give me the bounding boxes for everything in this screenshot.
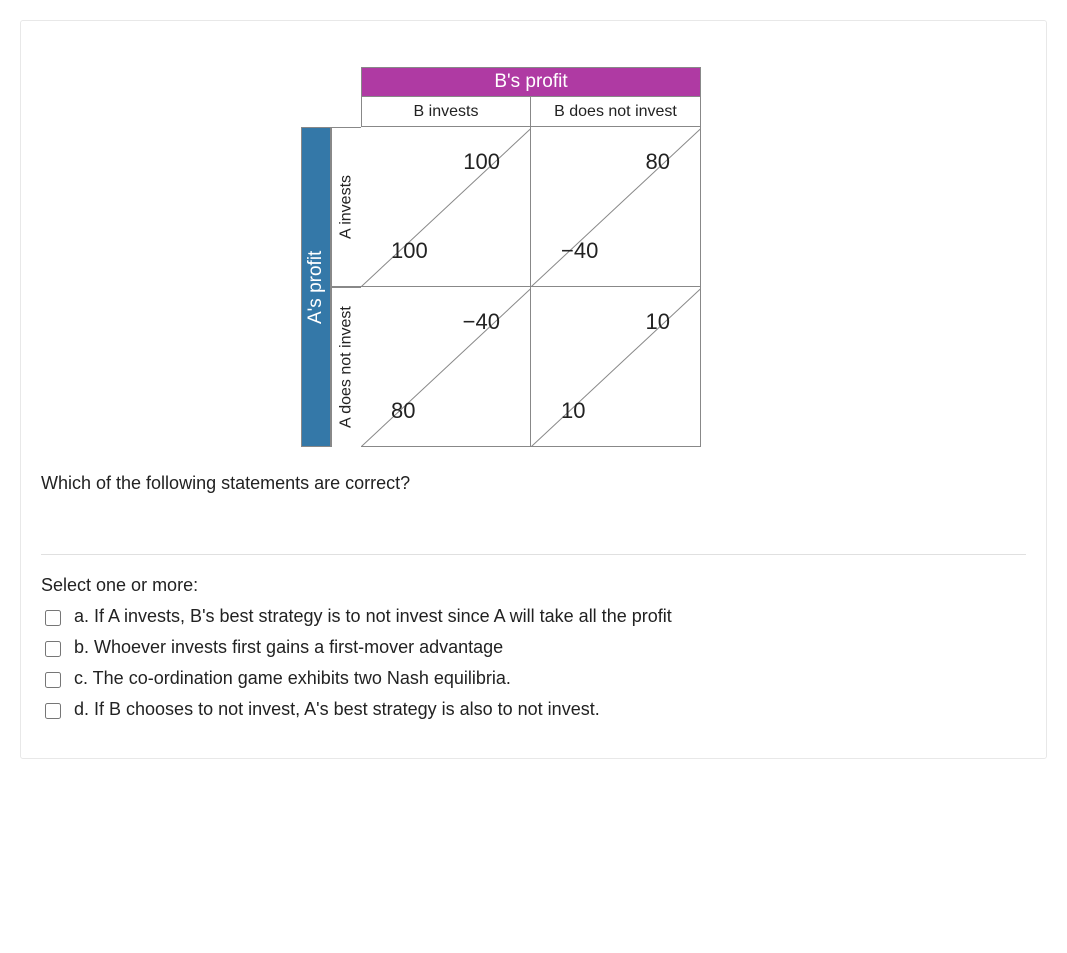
b-profit-header: B's profit (361, 67, 701, 97)
payoff-a-value: 80 (391, 398, 415, 424)
payoff-b-value: −40 (463, 309, 500, 335)
payoff-matrix-wrapper: B's profit B invests B does not invest A… (301, 67, 1026, 447)
diagonal-line (361, 127, 531, 287)
payoff-matrix: B's profit B invests B does not invest A… (301, 67, 701, 447)
option-a-checkbox[interactable] (45, 610, 61, 626)
question-text: Which of the following statements are co… (41, 473, 1026, 494)
b-invests-column-header: B invests (361, 97, 531, 127)
select-prompt: Select one or more: (41, 575, 1026, 596)
payoff-b-value: 100 (463, 149, 500, 175)
payoff-a-value: 10 (561, 398, 585, 424)
payoff-cell-a-invests-b-invests: 100 100 (361, 127, 531, 287)
option-d[interactable]: d. If B chooses to not invest, A's best … (41, 699, 1026, 722)
option-a-label: a. If A invests, B's best strategy is to… (74, 606, 672, 627)
question-container: B's profit B invests B does not invest A… (20, 20, 1047, 759)
payoff-cell-a-not-b-invests: −40 80 (361, 287, 531, 447)
option-c[interactable]: c. The co-ordination game exhibits two N… (41, 668, 1026, 691)
option-d-checkbox[interactable] (45, 703, 61, 719)
option-b-label: b. Whoever invests first gains a first-m… (74, 637, 503, 658)
option-b-checkbox[interactable] (45, 641, 61, 657)
option-c-checkbox[interactable] (45, 672, 61, 688)
payoff-b-value: 80 (646, 149, 670, 175)
diagonal-line (361, 287, 531, 447)
payoff-cell-a-invests-b-not: 80 −40 (531, 127, 701, 287)
payoff-a-value: −40 (561, 238, 598, 264)
option-c-label: c. The co-ordination game exhibits two N… (74, 668, 511, 689)
payoff-cell-a-not-b-not: 10 10 (531, 287, 701, 447)
option-d-label: d. If B chooses to not invest, A's best … (74, 699, 600, 720)
b-not-invest-column-header: B does not invest (531, 97, 701, 127)
payoff-a-value: 100 (391, 238, 428, 264)
payoff-b-value: 10 (646, 309, 670, 335)
diagonal-line (531, 127, 701, 287)
section-divider (41, 554, 1026, 555)
a-profit-header: A's profit (301, 127, 331, 447)
diagonal-line (531, 287, 701, 447)
a-not-invest-row-header: A does not invest (331, 287, 361, 447)
option-b[interactable]: b. Whoever invests first gains a first-m… (41, 637, 1026, 660)
option-a[interactable]: a. If A invests, B's best strategy is to… (41, 606, 1026, 629)
a-invests-row-header: A invests (331, 127, 361, 287)
